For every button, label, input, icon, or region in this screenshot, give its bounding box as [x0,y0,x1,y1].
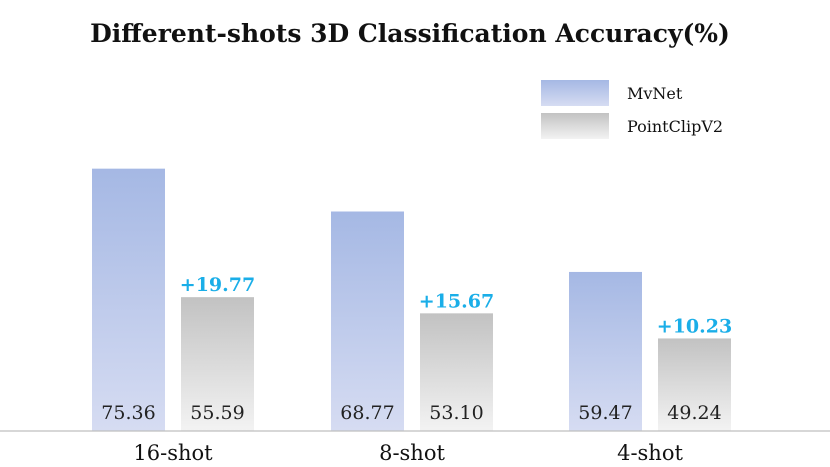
bar-pointclipv2-8-shot [420,313,493,431]
bar-mvnet-4-shot [569,271,642,431]
bars-group [92,168,731,431]
labels-group: 75.36 55.59 +19.77 16-shot 68.77 53.10 +15.67 8… [101,274,732,465]
legend-label-pointclipv2: PointClipV2 [627,117,723,136]
value-label-mvnet-4-shot: 59.47 [578,402,632,424]
delta-label-8-shot: +15.67 [419,290,494,312]
bar-pointclipv2-16-shot [181,297,254,431]
delta-label-4-shot: +10.23 [657,315,732,337]
bar-pointclipv2-4-shot [658,338,731,431]
bar-mvnet-16-shot [92,168,165,431]
legend-swatch-mvnet [541,80,609,106]
value-label-pointclipv2-8-shot: 53.10 [429,402,483,424]
value-label-pointclipv2-4-shot: 49.24 [667,402,721,424]
bar-mvnet-8-shot [331,211,404,431]
legend: MvNet PointClipV2 [541,80,723,139]
legend-swatch-pointclipv2 [541,113,609,139]
category-label-8-shot: 8-shot [379,441,445,465]
delta-label-16-shot: +19.77 [180,274,255,296]
value-label-pointclipv2-16-shot: 55.59 [190,402,244,424]
category-label-4-shot: 4-shot [617,441,683,465]
chart-title: Different-shots 3D Classification Accura… [90,19,730,48]
value-label-mvnet-16-shot: 75.36 [101,402,155,424]
legend-label-mvnet: MvNet [627,84,683,103]
category-label-16-shot: 16-shot [133,441,213,465]
value-label-mvnet-8-shot: 68.77 [340,402,394,424]
